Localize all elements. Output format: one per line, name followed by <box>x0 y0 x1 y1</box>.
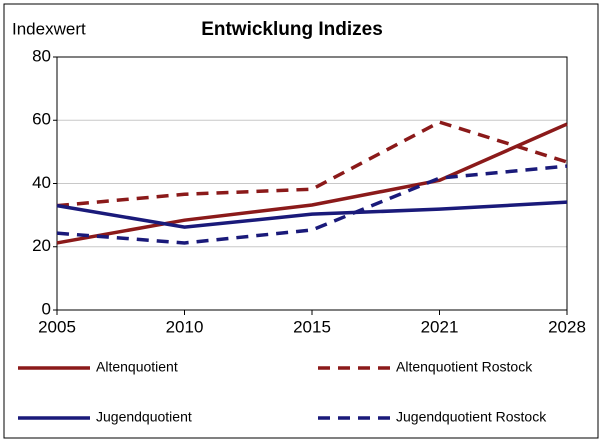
line-series <box>56 164 568 245</box>
y-tick-label: 0 <box>42 299 51 318</box>
x-tick-label: 2028 <box>548 317 586 336</box>
line-series <box>56 200 568 229</box>
line-series <box>56 122 568 245</box>
y-tick-label: 60 <box>32 110 51 129</box>
y-tick-label: 40 <box>32 173 51 192</box>
chart-frame <box>3 3 599 439</box>
legend-label: Altenquotient <box>96 359 178 375</box>
line-series <box>56 120 568 208</box>
legend-label: Altenquotient Rostock <box>396 359 533 375</box>
x-tick-label: 2010 <box>166 317 204 336</box>
x-tick-label: 2015 <box>293 317 331 336</box>
y-tick-label: 20 <box>32 236 51 255</box>
x-tick-label: 2021 <box>421 317 459 336</box>
chart-title: Entwicklung Indizes <box>201 19 383 40</box>
legend-label: Jugendquotient Rostock <box>396 409 547 425</box>
y-axis-label: Indexwert <box>12 19 86 38</box>
y-tick-label: 80 <box>32 46 51 65</box>
x-tick-label: 2005 <box>38 317 76 336</box>
legend-label: Jugendquotient <box>96 409 192 425</box>
